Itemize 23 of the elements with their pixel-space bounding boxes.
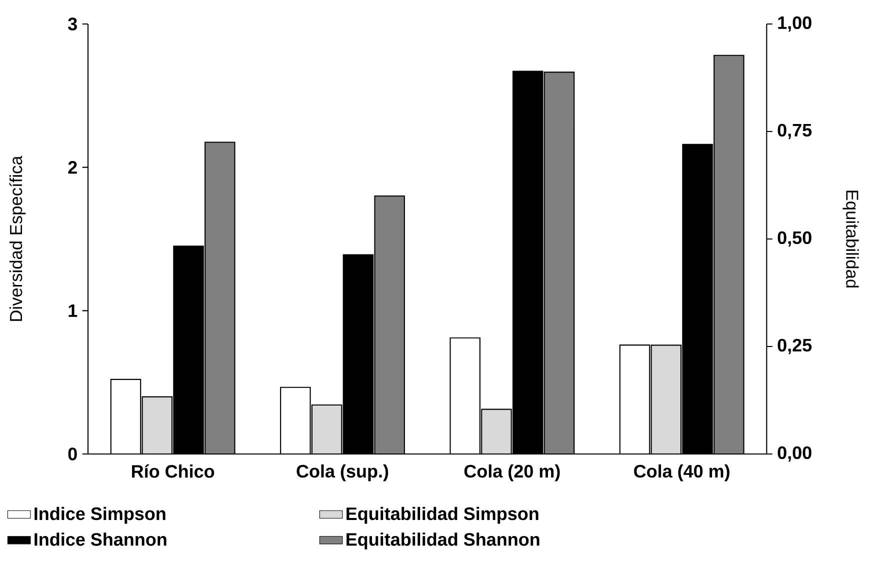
y2-axis-title: Equitabilidad: [842, 190, 859, 288]
legend-label: Equitabilidad Simpson: [346, 506, 538, 524]
legend-label: Indice Simpson: [34, 506, 166, 524]
bar: [544, 72, 574, 454]
y-tick-label: 3: [68, 18, 77, 30]
y-axis-title: Diversidad Específica: [9, 156, 26, 321]
legend-label: Indice Shannon: [34, 532, 166, 546]
y2-tick-label: 0,00: [778, 446, 812, 462]
x-tick-label: Cola (20 m): [464, 464, 560, 482]
bar: [714, 54, 744, 454]
x-tick-label: Cola (sup.): [296, 464, 388, 482]
bar: [374, 196, 404, 454]
y-tick-label: 0: [68, 448, 77, 460]
y-tick-label: 2: [68, 161, 77, 174]
y2-tick-label: 0,75: [778, 124, 812, 140]
bar: [205, 142, 235, 454]
legend-label: Equitabilidad Shannon: [346, 532, 540, 550]
y-tick-label: 1: [68, 304, 78, 317]
y2-tick-label: 1,00: [778, 16, 812, 32]
x-tick-label: Río Chico: [132, 464, 214, 478]
y2-tick-label: 0,25: [778, 338, 812, 354]
y2-tick-label: 0,50: [778, 231, 812, 247]
x-tick-label: Cola (40 m): [634, 464, 730, 482]
